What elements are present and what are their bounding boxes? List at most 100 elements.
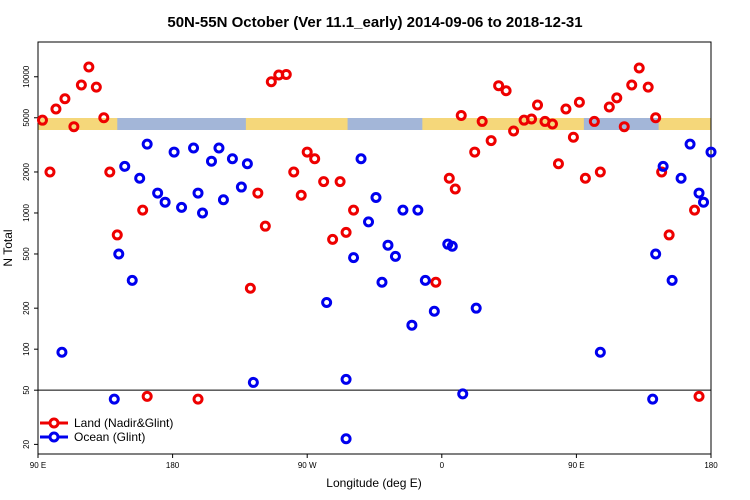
ocean-point xyxy=(188,142,200,154)
land-point xyxy=(340,226,352,238)
land-point xyxy=(265,76,277,88)
legend-marker-ocean xyxy=(48,431,60,443)
ocean-point xyxy=(340,433,352,445)
land-point xyxy=(36,114,48,126)
ocean-point xyxy=(321,297,333,309)
data-points xyxy=(36,61,717,445)
ocean-point xyxy=(159,196,171,208)
ocean-point xyxy=(348,252,360,264)
x-tick-label: 0 xyxy=(440,461,445,470)
land-point xyxy=(573,96,585,108)
land-point xyxy=(493,80,505,92)
x-tick-label: 90 W xyxy=(298,461,317,470)
land-point xyxy=(476,115,488,127)
y-tick-label: 20 xyxy=(22,439,31,448)
land-point xyxy=(301,146,313,158)
land-point xyxy=(318,176,330,188)
land-point xyxy=(650,112,662,124)
land-point xyxy=(633,62,645,74)
series-land xyxy=(36,61,705,405)
land-point xyxy=(83,61,95,73)
land-point xyxy=(485,135,497,147)
land-point xyxy=(295,189,307,201)
ocean-point xyxy=(141,138,153,150)
ocean-point xyxy=(693,187,705,199)
land-point xyxy=(44,166,56,178)
land-ocean-band xyxy=(38,118,711,130)
ocean-point xyxy=(684,138,696,150)
land-point xyxy=(59,93,71,105)
ocean-point xyxy=(389,250,401,262)
land-point xyxy=(567,131,579,143)
y-axis-label: N Total xyxy=(1,229,15,266)
land-band-segment xyxy=(658,118,711,130)
land-point xyxy=(327,233,339,245)
ocean-point xyxy=(226,153,238,165)
land-point xyxy=(104,166,116,178)
land-point xyxy=(252,187,264,199)
land-point xyxy=(288,166,300,178)
ocean-point xyxy=(457,388,469,400)
ocean-point xyxy=(370,191,382,203)
x-axis-ticks: 90 E 180 90 W 0 90 E 180 xyxy=(30,454,718,470)
ocean-point xyxy=(419,274,431,286)
land-point xyxy=(693,390,705,402)
ocean-point xyxy=(119,160,131,172)
land-point xyxy=(141,390,153,402)
land-point xyxy=(430,276,442,288)
land-point xyxy=(579,172,591,184)
y-axis-ticks: 20 50 100 200 500 1000 2000 5000 10000 xyxy=(22,65,38,449)
ocean-point xyxy=(657,160,669,172)
ocean-point xyxy=(217,194,229,206)
ocean-point xyxy=(376,276,388,288)
land-point xyxy=(500,85,512,97)
land-point xyxy=(98,112,110,124)
land-point xyxy=(111,229,123,241)
land-point xyxy=(348,204,360,216)
land-point xyxy=(469,146,481,158)
ocean-point xyxy=(213,142,225,154)
chart-title: 50N-55N October (Ver 11.1_early) 2014-09… xyxy=(167,14,582,31)
land-point xyxy=(443,172,455,184)
ocean-point xyxy=(705,146,717,158)
land-band-segment xyxy=(422,118,584,130)
ocean-point xyxy=(363,216,375,228)
ocean-point xyxy=(247,376,259,388)
ocean-point xyxy=(470,302,482,314)
x-tick-label: 90 E xyxy=(30,461,46,470)
land-point xyxy=(611,92,623,104)
ocean-point xyxy=(108,393,120,405)
plot-frame xyxy=(37,41,712,455)
legend: Land (Nadir&Glint)Ocean (Glint) xyxy=(40,416,173,444)
y-tick-label: 500 xyxy=(22,247,31,261)
y-tick-label: 200 xyxy=(22,301,31,315)
land-point xyxy=(603,101,615,113)
ocean-point xyxy=(56,346,68,358)
ocean-point xyxy=(192,187,204,199)
y-tick-label: 50 xyxy=(22,385,31,394)
ocean-point xyxy=(666,274,678,286)
legend-marker-land xyxy=(48,417,60,429)
y-tick-label: 100 xyxy=(22,342,31,356)
land-point xyxy=(552,158,564,170)
land-point xyxy=(68,121,80,133)
ocean-point xyxy=(235,181,247,193)
land-point xyxy=(455,109,467,121)
series-ocean xyxy=(56,138,717,445)
land-point xyxy=(656,166,668,178)
ocean-point xyxy=(152,187,164,199)
land-point xyxy=(526,113,538,125)
ocean-point xyxy=(412,204,424,216)
ocean-point xyxy=(241,158,253,170)
land-point xyxy=(192,393,204,405)
x-axis-label: Longitude (deg E) xyxy=(326,476,421,490)
y-tick-label: 1000 xyxy=(22,204,31,222)
land-point xyxy=(663,229,675,241)
legend-label-land: Land (Nadir&Glint) xyxy=(74,416,173,430)
land-point xyxy=(244,282,256,294)
land-point xyxy=(588,115,600,127)
y-tick-label: 5000 xyxy=(22,108,31,126)
x-tick-label: 90 E xyxy=(568,461,584,470)
land-point xyxy=(309,153,321,165)
